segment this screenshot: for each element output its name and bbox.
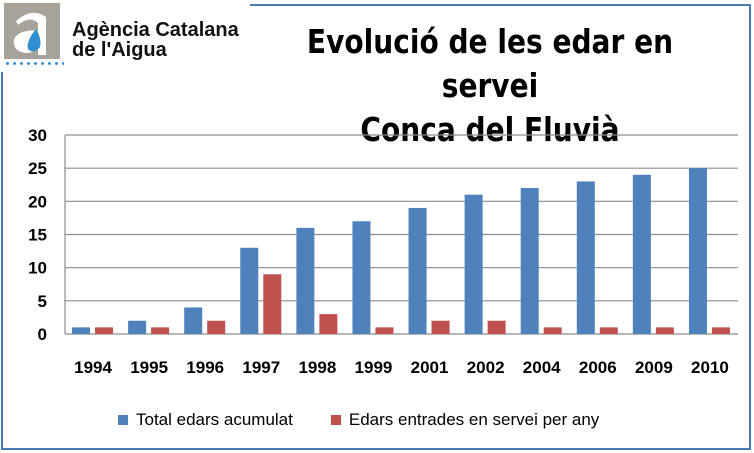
bar-total-2010 bbox=[688, 168, 707, 334]
y-tick-label: 30 bbox=[28, 126, 47, 145]
logo-dots bbox=[4, 62, 64, 65]
title-line-1: Evolució de les edar en servei bbox=[306, 22, 674, 105]
bar-total-2009 bbox=[632, 174, 651, 334]
bar-new-2009 bbox=[655, 327, 674, 334]
x-tick-label: 2004 bbox=[523, 358, 561, 377]
bar-new-2010 bbox=[711, 327, 730, 334]
x-tick-label: 2006 bbox=[579, 358, 617, 377]
bar-new-2004 bbox=[543, 327, 562, 334]
x-tick-label: 2001 bbox=[411, 358, 449, 377]
bar-total-2006 bbox=[576, 181, 595, 334]
x-tick-label: 2010 bbox=[691, 358, 729, 377]
bar-new-2002 bbox=[487, 320, 506, 334]
bar-total-1994 bbox=[72, 327, 91, 334]
agency-logo: Agència Catalana de l'Aigua bbox=[0, 0, 250, 72]
bar-new-2001 bbox=[431, 320, 450, 334]
bar-new-2006 bbox=[599, 327, 618, 334]
y-tick-label: 20 bbox=[28, 192, 47, 211]
x-tick-label: 2002 bbox=[467, 358, 505, 377]
title-line-2: Conca del Fluvià bbox=[360, 110, 620, 149]
chart-frame bbox=[1, 4, 751, 450]
x-tick-label: 1994 bbox=[74, 358, 112, 377]
logo-mark bbox=[4, 3, 60, 59]
legend-label: Total edars acumulat bbox=[136, 410, 293, 429]
bar-total-1995 bbox=[128, 320, 147, 334]
y-tick-label: 0 bbox=[38, 325, 47, 344]
bar-total-1996 bbox=[184, 307, 203, 334]
logo-text-2: de l'Aigua bbox=[72, 39, 167, 61]
x-tick-label: 2009 bbox=[635, 358, 673, 377]
x-tick-label: 1995 bbox=[130, 358, 168, 377]
legend: Total edars acumulat Edars entrades en s… bbox=[118, 410, 599, 430]
bar-new-1998 bbox=[319, 314, 338, 334]
y-tick-label: 5 bbox=[38, 292, 47, 311]
bar-total-2001 bbox=[408, 207, 427, 334]
y-tick-label: 25 bbox=[28, 159, 47, 178]
bar-total-2002 bbox=[464, 194, 483, 334]
bar-new-1996 bbox=[207, 320, 226, 334]
bar-total-1999 bbox=[352, 221, 371, 334]
legend-label: Edars entrades en servei per any bbox=[348, 410, 600, 429]
legend-swatch bbox=[330, 415, 341, 425]
legend-item-total: Total edars acumulat bbox=[118, 410, 293, 430]
bar-new-1999 bbox=[375, 327, 394, 334]
legend-swatch bbox=[118, 415, 128, 425]
bar-new-1995 bbox=[151, 327, 170, 334]
bar-total-1997 bbox=[240, 247, 259, 334]
x-tick-label: 1996 bbox=[186, 358, 224, 377]
x-tick-label: 1997 bbox=[242, 358, 280, 377]
bar-new-1994 bbox=[95, 327, 114, 334]
bar-new-1997 bbox=[263, 274, 282, 334]
x-tick-label: 1998 bbox=[298, 358, 336, 377]
y-tick-label: 10 bbox=[28, 259, 47, 278]
chart-title: Evolució de les edar en servei Conca del … bbox=[278, 20, 703, 152]
x-tick-label: 1999 bbox=[355, 358, 393, 377]
logo-text-1: Agència Catalana bbox=[72, 19, 239, 41]
y-tick-label: 15 bbox=[28, 226, 47, 245]
bar-total-2004 bbox=[520, 188, 539, 334]
legend-item-new: Edars entrades en servei per any bbox=[330, 410, 600, 430]
bar-total-1998 bbox=[296, 227, 315, 334]
